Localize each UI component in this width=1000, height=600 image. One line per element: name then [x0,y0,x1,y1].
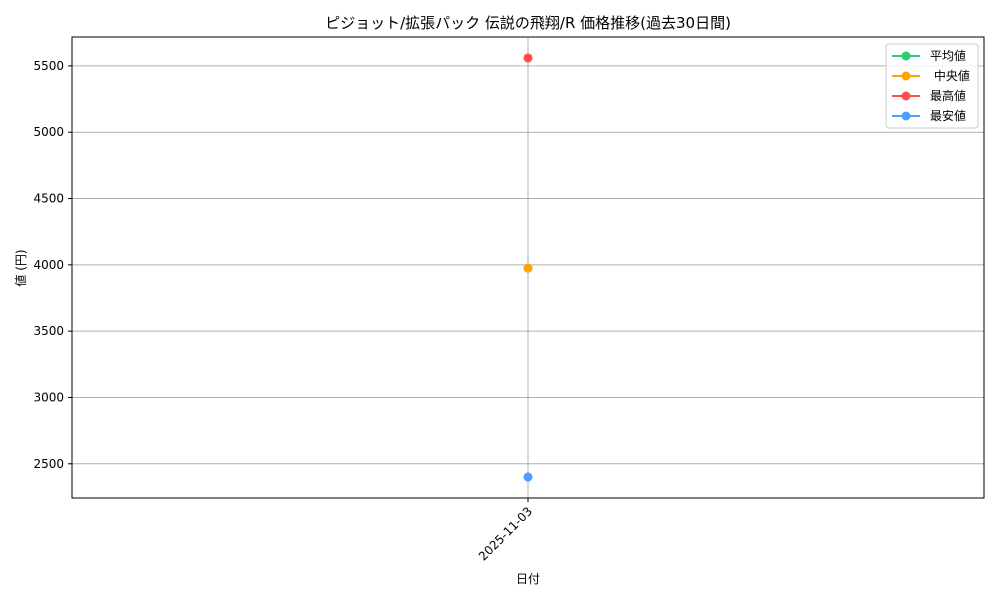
grid [72,37,984,498]
x-axis-label: 日付 [516,572,540,586]
y-tick-label: 3500 [33,324,64,338]
y-axis: 2500 3000 3500 4000 4500 5000 5500 [33,59,72,471]
legend-marker [901,111,911,121]
data-point [523,263,533,273]
y-tick-label: 4500 [33,192,64,206]
data-point [523,472,533,482]
legend-label: 中央値 [930,68,970,83]
legend-label: 最安値 [930,108,966,123]
legend-marker [901,91,911,101]
y-tick-label: 2500 [33,457,64,471]
legend-label: 平均値 [930,48,966,63]
chart-title: ピジョット/拡張パック 伝説の飛翔/R 価格推移(過去30日間) [325,14,731,32]
y-tick-label: 3000 [33,390,64,404]
legend-label: 最高値 [930,88,966,103]
y-tick-label: 4000 [33,258,64,272]
x-tick-label: 2025-11-03 [476,504,535,563]
legend-marker [901,51,911,61]
y-tick-label: 5000 [33,125,64,139]
y-axis-label: 値 (円) [13,249,28,286]
legend-box [885,43,979,129]
data-point [523,53,533,63]
plot-frame [71,36,985,499]
x-axis: 2025-11-03 [476,498,535,563]
y-tick-label: 5500 [33,59,64,73]
legend-marker [901,71,911,81]
series-marks [523,53,533,482]
